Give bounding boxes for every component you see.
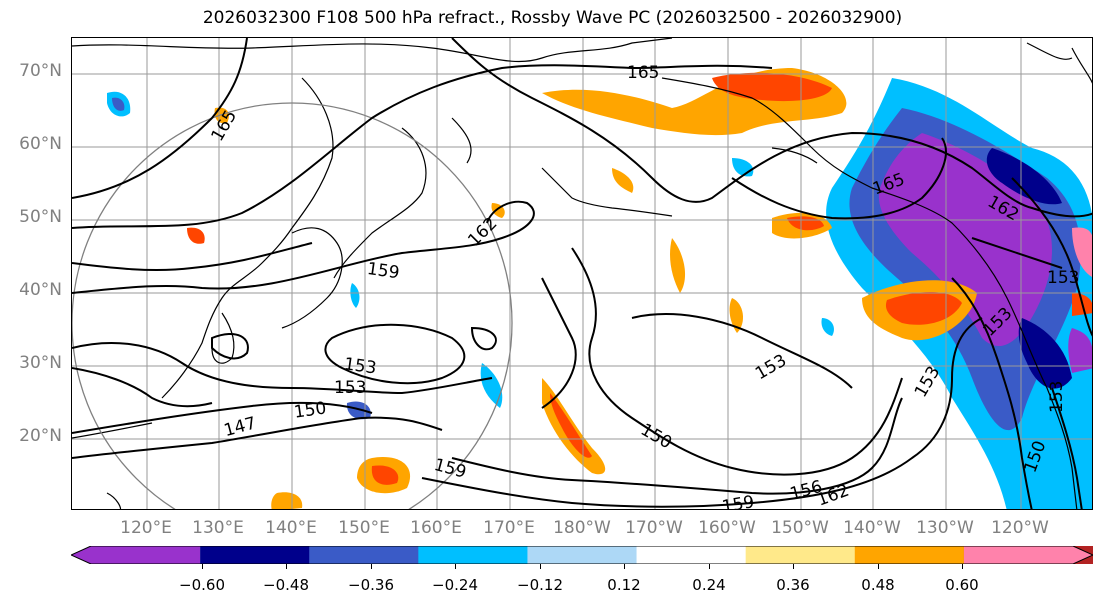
colorbar-tick-mark xyxy=(878,564,879,569)
colorbar-tick-mark xyxy=(202,564,203,569)
lon-label-140e: 140°E xyxy=(265,518,317,538)
contour-label: 165 xyxy=(208,107,242,145)
contour-label: 153 xyxy=(1047,268,1079,288)
lon-label-170w: 170°W xyxy=(625,518,683,538)
colorbar-segment xyxy=(854,546,965,564)
lon-label-120e: 120°E xyxy=(120,518,172,538)
lon-label-130w: 130°W xyxy=(916,518,974,538)
colorbar-segment xyxy=(636,546,747,564)
lon-label-130e: 130°E xyxy=(192,518,244,538)
lat-label-50n: 50°N xyxy=(19,207,62,227)
colorbar-tick-label: 0.24 xyxy=(692,576,726,594)
map-title: 2026032300 F108 500 hPa refract., Rossby… xyxy=(202,8,903,28)
contour-label: 153 xyxy=(343,354,378,378)
colorbar-tick-label: −0.24 xyxy=(432,576,478,594)
lat-label-70n: 70°N xyxy=(19,61,62,81)
colorbar-segment xyxy=(200,546,310,564)
colorbar-tick-label: 0.36 xyxy=(776,576,810,594)
contour-label: 159 xyxy=(366,259,401,283)
map-canvas: 165 165 165 162 162 159 153 153 150 147 … xyxy=(72,38,1092,510)
anomaly-fill-layer xyxy=(107,68,1092,509)
coastlines xyxy=(72,38,1092,509)
colorbar-tick-mark xyxy=(540,564,541,569)
lon-label-150e: 150°E xyxy=(338,518,390,538)
contour-label: 153 xyxy=(1047,381,1067,413)
lat-label-40n: 40°N xyxy=(19,280,62,300)
colorbar-tick-label: 0.12 xyxy=(607,576,641,594)
colorbar-tick-label: 0.60 xyxy=(945,576,979,594)
colorbar-segment xyxy=(527,546,638,564)
lat-label-30n: 30°N xyxy=(19,353,62,373)
colorbar-tick-label: −0.36 xyxy=(348,576,394,594)
colorbar-segment xyxy=(418,546,528,564)
lon-label-140w: 140°W xyxy=(843,518,901,538)
colorbar-tick-label: 0.48 xyxy=(861,576,895,594)
colorbar-segments xyxy=(71,546,1093,564)
lon-label-120w: 120°W xyxy=(991,518,1049,538)
refractivity-contours xyxy=(72,38,1092,509)
colorbar-tick-label: −0.12 xyxy=(517,576,563,594)
colorbar-tick-mark xyxy=(455,564,456,569)
colorbar-tick-mark xyxy=(793,564,794,569)
lon-label-180w: 180°W xyxy=(553,518,611,538)
colorbar-tick-label: −0.48 xyxy=(263,576,309,594)
lat-label-60n: 60°N xyxy=(19,134,62,154)
colorbar-tick-label: −0.60 xyxy=(179,576,225,594)
lon-label-160e: 160°E xyxy=(410,518,462,538)
colorbar-segment xyxy=(745,546,856,564)
lon-label-150w: 150°W xyxy=(771,518,829,538)
colorbar-segment xyxy=(309,546,419,564)
contour-label: 150 xyxy=(293,398,328,422)
colorbar-tick-mark xyxy=(962,564,963,569)
colorbar-tick-mark xyxy=(371,564,372,569)
lon-label-170e: 170°E xyxy=(483,518,535,538)
contour-label: 165 xyxy=(627,63,659,83)
lon-label-160w: 160°W xyxy=(698,518,756,538)
reference-circle xyxy=(72,102,513,509)
colorbar-tick-mark xyxy=(709,564,710,569)
lat-label-20n: 20°N xyxy=(19,426,62,446)
colorbar-tick-mark xyxy=(286,564,287,569)
colorbar-tick-mark xyxy=(624,564,625,569)
contour-label: 153 xyxy=(752,351,790,385)
map-panel: 165 165 165 162 162 159 153 153 150 147 … xyxy=(71,37,1093,510)
colorbar-segment xyxy=(71,546,201,564)
colorbar-segment xyxy=(963,546,1093,564)
contour-label: 153 xyxy=(334,378,366,398)
colorbar xyxy=(71,546,1093,564)
contour-label: 159 xyxy=(720,492,755,510)
